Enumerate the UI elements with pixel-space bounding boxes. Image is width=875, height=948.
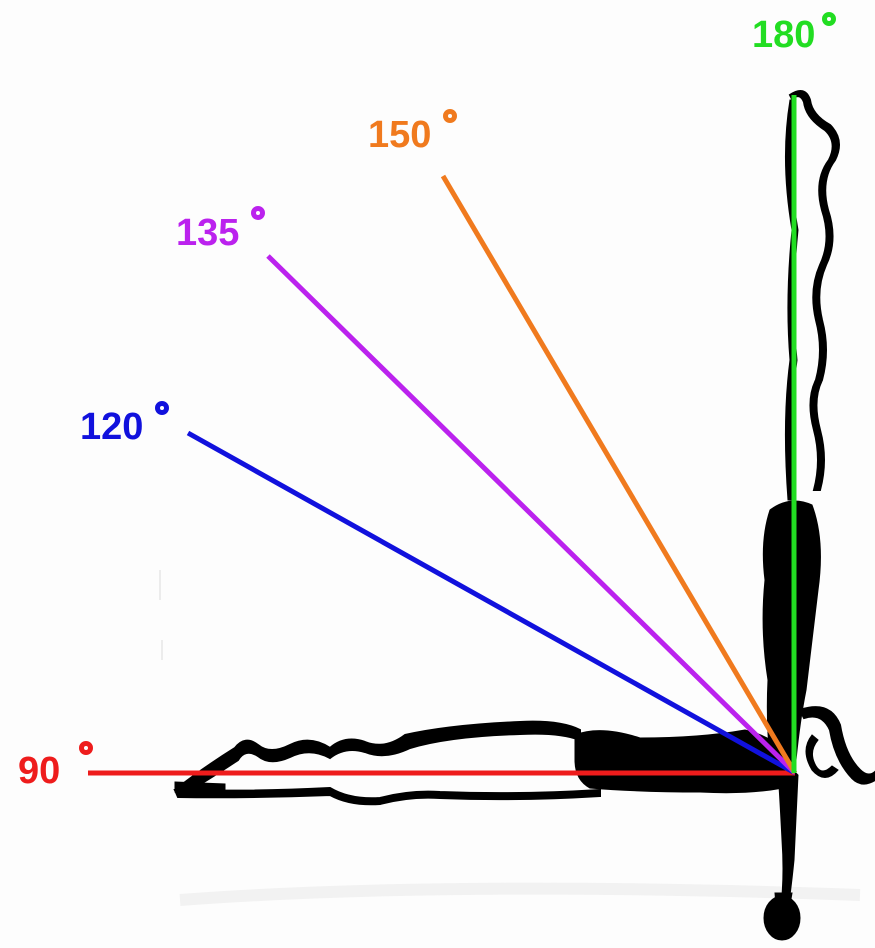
- angle-lines: [88, 95, 798, 776]
- label-150: 150: [368, 116, 431, 154]
- background-texture: [159, 570, 861, 906]
- line-120: [186, 430, 797, 776]
- line-135: [266, 254, 797, 775]
- degree-circle-icon: [822, 12, 836, 26]
- label-135-text: 135: [176, 212, 240, 254]
- label-90-text: 90: [18, 750, 61, 792]
- degree-circle-icon: [443, 109, 457, 123]
- label-120-text: 120: [80, 406, 144, 448]
- degree-circle-icon: [79, 741, 93, 755]
- degree-circle-icon: [251, 206, 265, 220]
- label-120: 120: [80, 408, 143, 446]
- line-150: [440, 174, 798, 775]
- label-150-text: 150: [368, 114, 432, 156]
- label-90: 90: [18, 752, 60, 790]
- label-135: 135: [176, 214, 239, 252]
- label-180-text: 180: [752, 14, 816, 56]
- label-180: 180: [752, 16, 815, 54]
- limb-silhouette: [173, 90, 875, 941]
- degree-circle-icon: [155, 401, 169, 415]
